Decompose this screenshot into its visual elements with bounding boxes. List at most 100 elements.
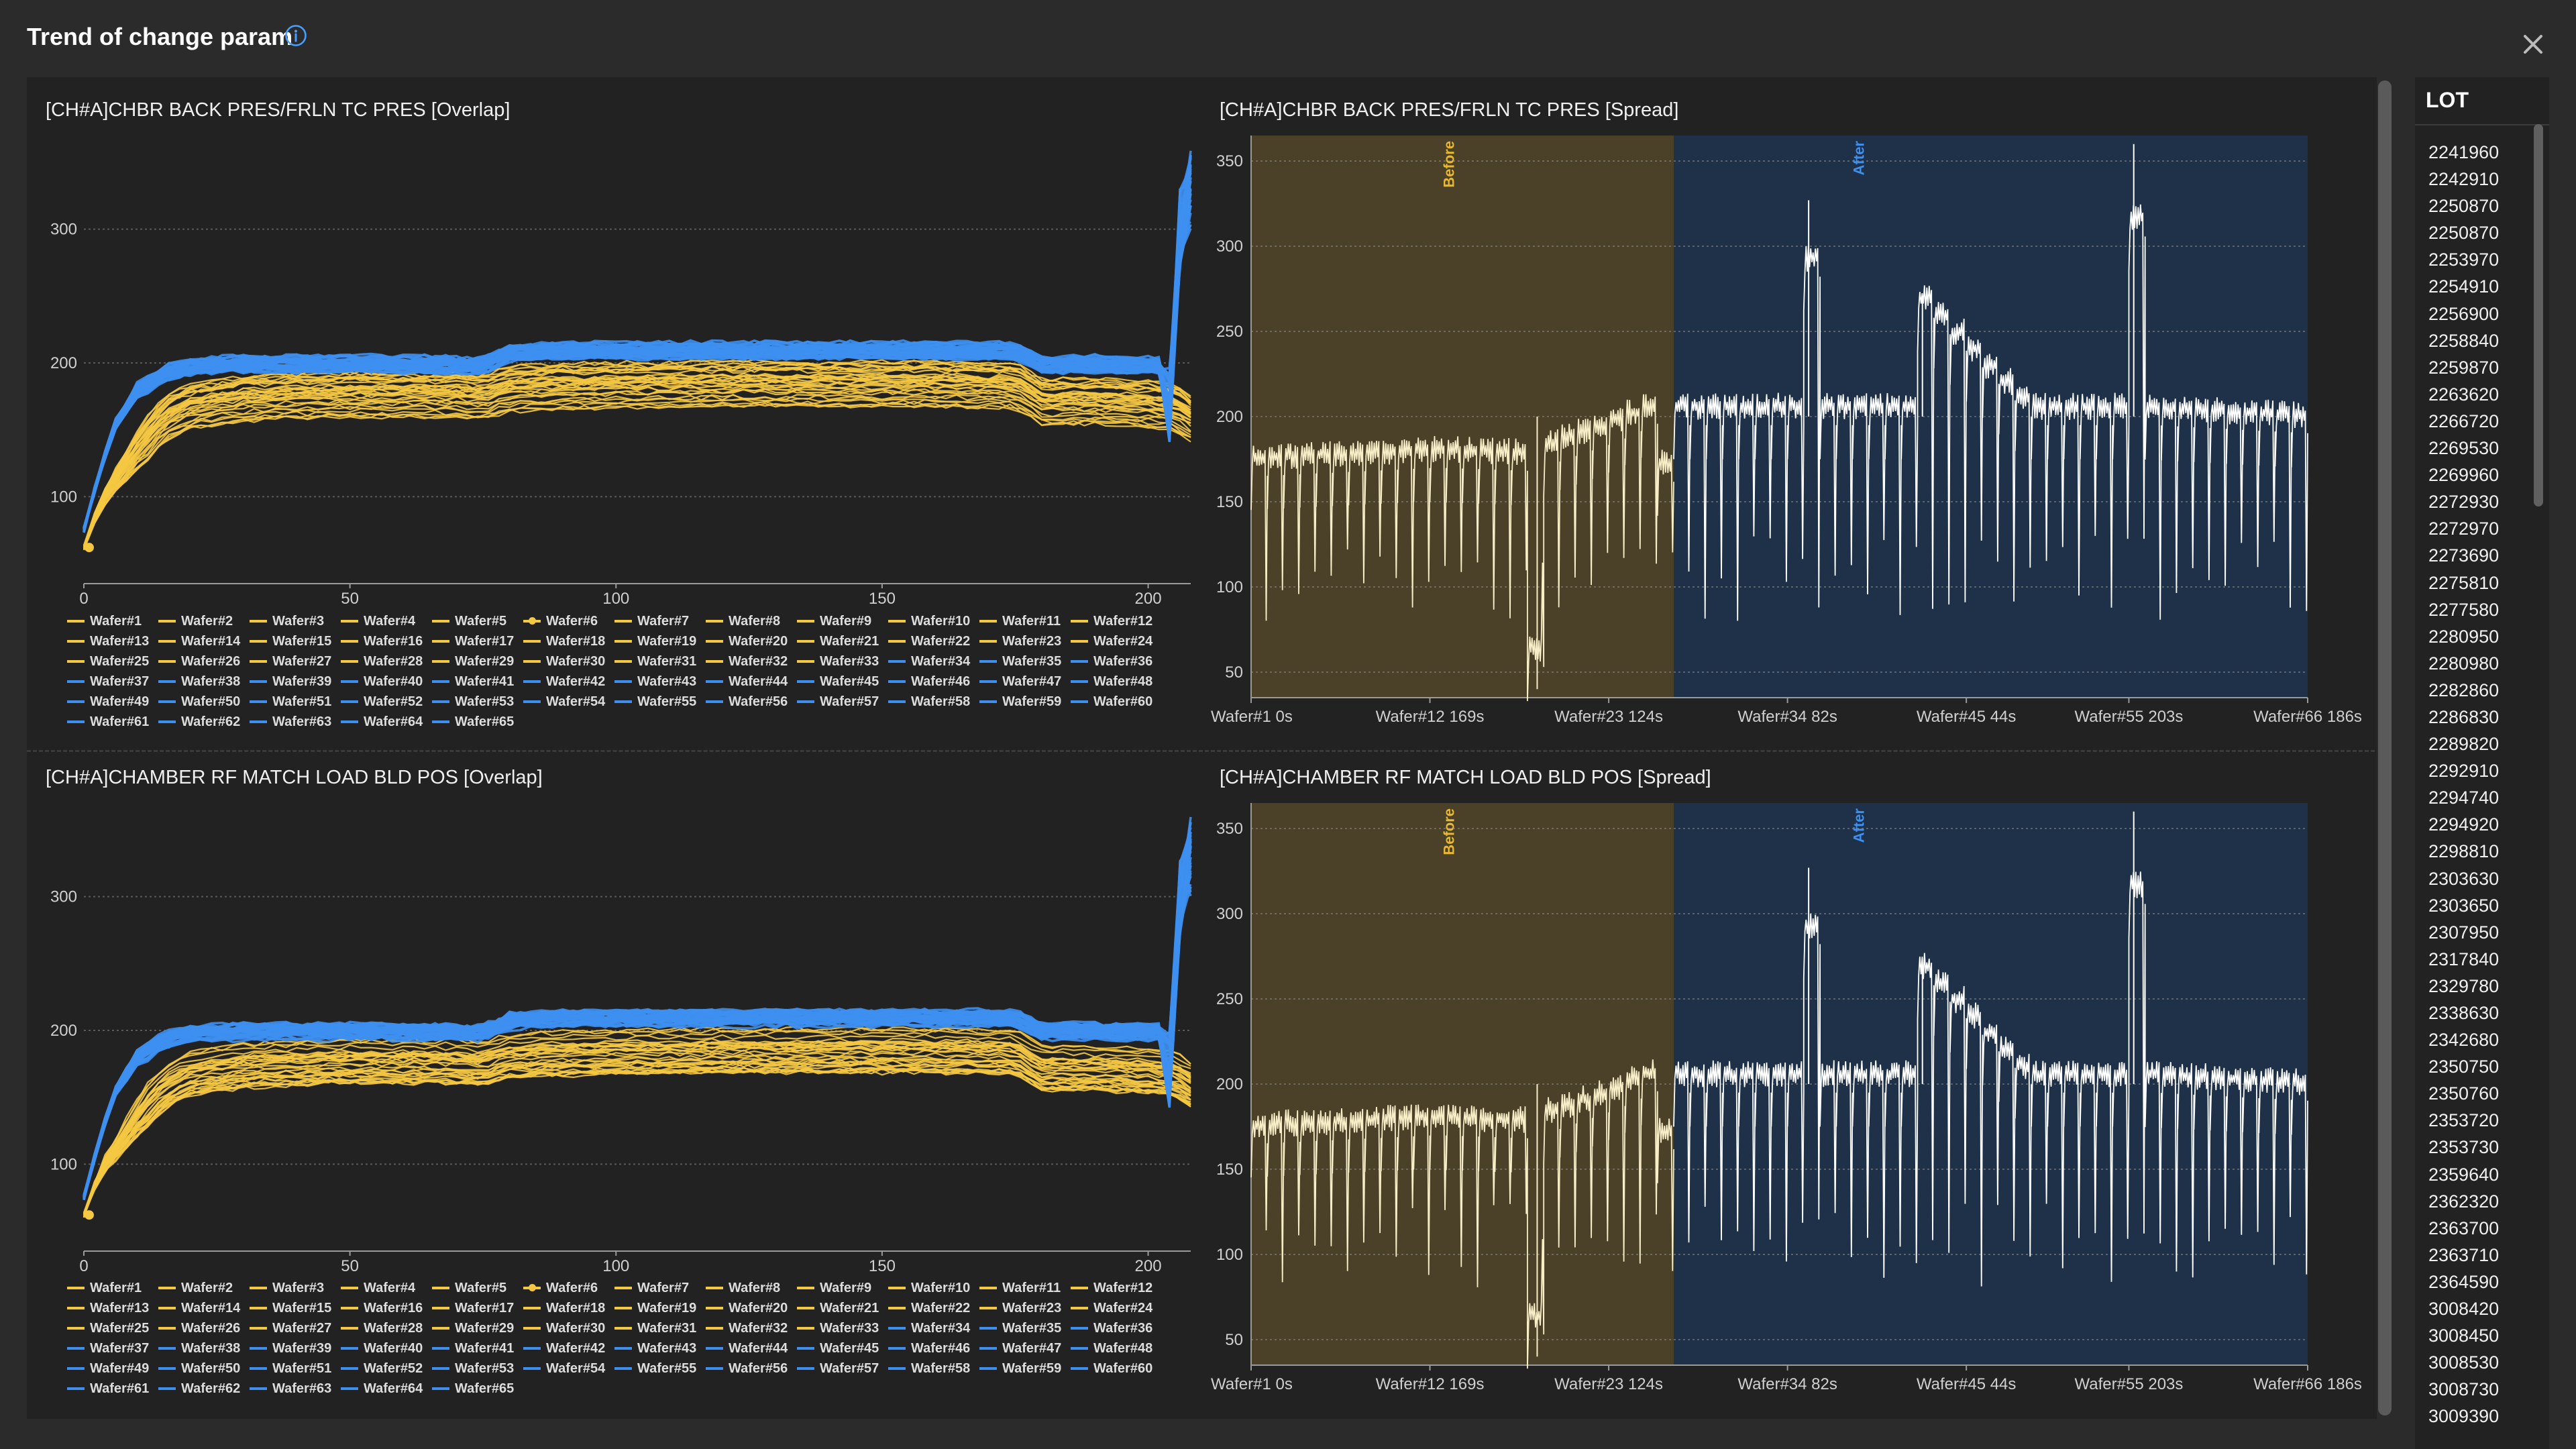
lot-item[interactable]: 2289820	[2428, 734, 2500, 755]
series-line-before[interactable]	[83, 1026, 1191, 1215]
series-line-before[interactable]	[83, 378, 1191, 547]
lot-item[interactable]: 2292910	[2428, 761, 2500, 782]
legend-item[interactable]: Wafer#19	[614, 633, 706, 649]
legend-item[interactable]: Wafer#20	[706, 1300, 797, 1316]
legend-item[interactable]: Wafer#33	[797, 653, 888, 669]
legend-item[interactable]: Wafer#11	[979, 613, 1071, 629]
legend-item[interactable]: Wafer#42	[523, 674, 614, 690]
legend-item[interactable]: Wafer#48	[1071, 674, 1162, 690]
legend-item[interactable]: Wafer#10	[888, 1280, 979, 1296]
legend-item[interactable]: Wafer#11	[979, 1280, 1071, 1296]
series-line-before[interactable]	[83, 1067, 1191, 1218]
info-icon[interactable]	[284, 24, 307, 47]
series-line-before[interactable]	[83, 1067, 1191, 1215]
lot-item[interactable]: 2277580	[2428, 599, 2500, 620]
series-line-before[interactable]	[83, 388, 1191, 549]
series-line-before[interactable]	[83, 1067, 1191, 1216]
legend-item[interactable]: Wafer#34	[888, 1320, 979, 1336]
legend-item[interactable]: Wafer#23	[979, 633, 1071, 649]
legend-item[interactable]: Wafer#4	[341, 613, 432, 629]
legend-item[interactable]: Wafer#21	[797, 1300, 888, 1316]
lot-item[interactable]: 2280980	[2428, 653, 2500, 674]
legend-item[interactable]: Wafer#62	[158, 714, 250, 730]
series-line-before[interactable]	[83, 1067, 1191, 1215]
legend-item[interactable]: Wafer#58	[888, 1360, 979, 1377]
legend-item[interactable]: Wafer#43	[614, 1340, 706, 1356]
legend-item[interactable]: Wafer#5	[432, 613, 523, 629]
lot-item[interactable]: 2258840	[2428, 330, 2500, 351]
series-line-before[interactable]	[83, 366, 1191, 547]
legend-item[interactable]: Wafer#48	[1071, 1340, 1162, 1356]
legend-item[interactable]: Wafer#49	[67, 694, 158, 710]
legend-item[interactable]: Wafer#53	[432, 1360, 523, 1377]
legend-item[interactable]: Wafer#2	[158, 613, 250, 629]
legend-item[interactable]: Wafer#24	[1071, 633, 1162, 649]
legend-item[interactable]: Wafer#57	[797, 1360, 888, 1377]
lot-item[interactable]: 3008530	[2428, 1352, 2500, 1373]
legend-item[interactable]: Wafer#41	[432, 674, 523, 690]
legend-item[interactable]: Wafer#60	[1071, 694, 1162, 710]
series-marker[interactable]	[84, 1210, 94, 1220]
series-line-before[interactable]	[83, 1049, 1191, 1215]
spread-chart-rf-match-load[interactable]: Before After 50 100 150 200 250 300 350 Wafer#1 0…	[1208, 795, 2362, 1405]
legend-item[interactable]: Wafer#50	[158, 694, 250, 710]
legend-item[interactable]: Wafer#51	[250, 1360, 341, 1377]
legend-item[interactable]: Wafer#2	[158, 1280, 250, 1296]
legend-item[interactable]: Wafer#16	[341, 633, 432, 649]
lot-item[interactable]: 2294920	[2428, 814, 2500, 835]
legend-item[interactable]: Wafer#45	[797, 674, 888, 690]
legend-item[interactable]: Wafer#25	[67, 653, 158, 669]
series-line-before[interactable]	[83, 388, 1191, 551]
lot-item[interactable]: 2263620	[2428, 384, 2500, 405]
legend-item[interactable]: Wafer#34	[888, 653, 979, 669]
legend-item[interactable]: Wafer#65	[432, 1381, 523, 1397]
lot-item[interactable]: 2241960	[2428, 142, 2500, 162]
legend-item[interactable]: Wafer#52	[341, 1360, 432, 1377]
series-line-before[interactable]	[83, 1057, 1191, 1214]
legend-item[interactable]: Wafer#6	[523, 613, 614, 629]
charts-scrollbar-thumb[interactable]	[2378, 80, 2392, 1415]
lot-item[interactable]: 2364590	[2428, 1271, 2500, 1292]
legend-item[interactable]: Wafer#47	[979, 1340, 1071, 1356]
series-line-before[interactable]	[83, 1037, 1191, 1216]
legend-item[interactable]: Wafer#60	[1071, 1360, 1162, 1377]
series-line-after[interactable]	[83, 839, 1192, 1199]
legend-item[interactable]: Wafer#44	[706, 674, 797, 690]
legend-item[interactable]: Wafer#16	[341, 1300, 432, 1316]
legend-item[interactable]: Wafer#21	[797, 633, 888, 649]
legend-item[interactable]: Wafer#13	[67, 633, 158, 649]
lot-item[interactable]: 2282860	[2428, 680, 2500, 700]
legend-item[interactable]: Wafer#23	[979, 1300, 1071, 1316]
legend-item[interactable]: Wafer#15	[250, 633, 341, 649]
legend-item[interactable]: Wafer#6	[523, 1280, 614, 1296]
legend-item[interactable]: Wafer#61	[67, 714, 158, 730]
lot-item[interactable]: 2317840	[2428, 949, 2500, 969]
series-line-before[interactable]	[83, 1042, 1191, 1217]
lot-item[interactable]: 2329780	[2428, 975, 2500, 996]
legend-item[interactable]: Wafer#65	[432, 714, 523, 730]
legend-item[interactable]: Wafer#9	[797, 1280, 888, 1296]
legend-item[interactable]: Wafer#55	[614, 1360, 706, 1377]
legend-item[interactable]: Wafer#39	[250, 1340, 341, 1356]
series-line-before[interactable]	[83, 388, 1191, 549]
series-line-before[interactable]	[83, 1067, 1191, 1216]
legend-item[interactable]: Wafer#36	[1071, 653, 1162, 669]
legend-item[interactable]: Wafer#59	[979, 1360, 1071, 1377]
lot-item[interactable]: 2254910	[2428, 276, 2500, 297]
legend-item[interactable]: Wafer#27	[250, 653, 341, 669]
legend-item[interactable]: Wafer#55	[614, 694, 706, 710]
legend-item[interactable]: Wafer#45	[797, 1340, 888, 1356]
lot-item[interactable]: 2350750	[2428, 1057, 2500, 1077]
legend-item[interactable]: Wafer#35	[979, 653, 1071, 669]
series-line-before[interactable]	[83, 400, 1191, 547]
lot-item[interactable]: 3008450	[2428, 1326, 2500, 1346]
legend-item[interactable]: Wafer#26	[158, 653, 250, 669]
lot-item[interactable]: 2269530	[2428, 438, 2500, 459]
lot-item[interactable]: 2286830	[2428, 706, 2500, 727]
overlap-chart-chbr-back-pres[interactable]: 100 200 300 0 50 100 150 200	[40, 127, 1194, 608]
legend-item[interactable]: Wafer#27	[250, 1320, 341, 1336]
legend-item[interactable]: Wafer#25	[67, 1320, 158, 1336]
legend-item[interactable]: Wafer#54	[523, 1360, 614, 1377]
lot-item[interactable]: 2259870	[2428, 357, 2500, 378]
lot-item[interactable]: 2353730	[2428, 1137, 2500, 1158]
